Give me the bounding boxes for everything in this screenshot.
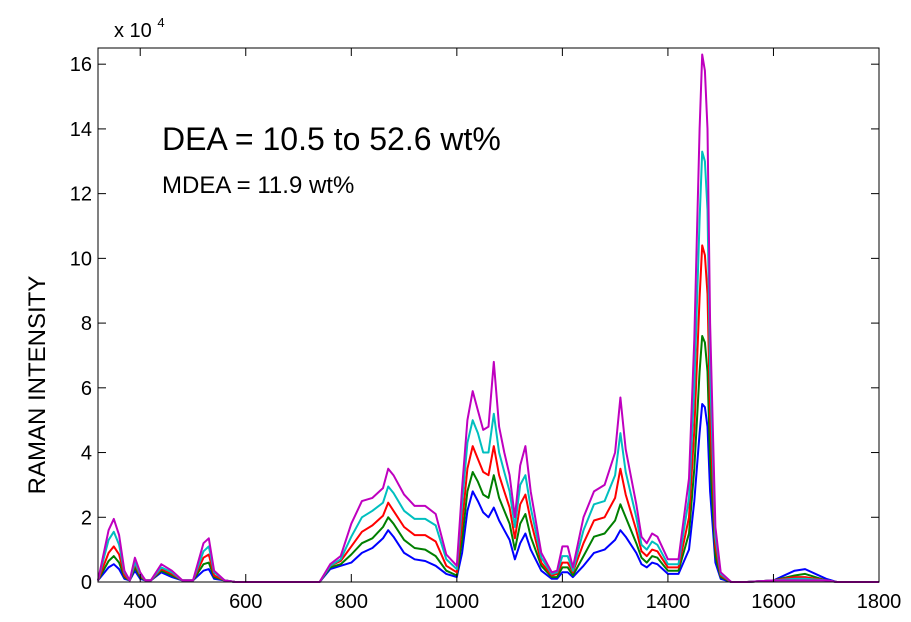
annotation-dea: DEA = 10.5 to 52.6 wt%: [162, 121, 501, 157]
x-tick-label: 1800: [857, 591, 902, 613]
x-tick-label: 1200: [540, 591, 585, 613]
annotation-mdea: MDEA = 11.9 wt%: [162, 172, 354, 199]
x-tick-label: 1000: [435, 591, 480, 613]
y-tick-label: 14: [70, 119, 92, 141]
series-line-1: [97, 403, 879, 583]
x-tick-label: 1600: [751, 591, 796, 613]
y-axis-multiplier-exponent: 4: [157, 15, 164, 30]
y-tick-label: 10: [70, 248, 92, 270]
y-axis-multiplier: x 10 4: [114, 15, 165, 42]
y-axis-title: RAMAN INTENSITY: [24, 276, 51, 495]
tick-labels: 400 600 800 1000 1200 1400 1600 1800 0 2 4 6 8 10 12 14…: [70, 54, 902, 613]
series-line-3: [97, 244, 879, 583]
series-line-2: [97, 335, 879, 583]
y-tick-label: 12: [70, 184, 92, 206]
x-tick-label: 800: [335, 591, 368, 613]
y-tick-label: 6: [81, 378, 92, 400]
plot-area: [97, 47, 880, 583]
plot-frame: [97, 47, 880, 583]
y-tick-label: 2: [81, 507, 92, 529]
x-tick-label: 600: [229, 591, 262, 613]
y-tick-label: 0: [81, 572, 92, 594]
y-tick-label: 4: [81, 443, 92, 465]
axis-ticks: [98, 48, 880, 583]
series-line-4: [97, 150, 879, 583]
series-line-5: [97, 53, 879, 583]
x-tick-label: 400: [124, 591, 157, 613]
y-tick-label: 8: [81, 313, 92, 335]
x-tick-label: 1400: [646, 591, 691, 613]
y-tick-label: 16: [70, 54, 92, 76]
